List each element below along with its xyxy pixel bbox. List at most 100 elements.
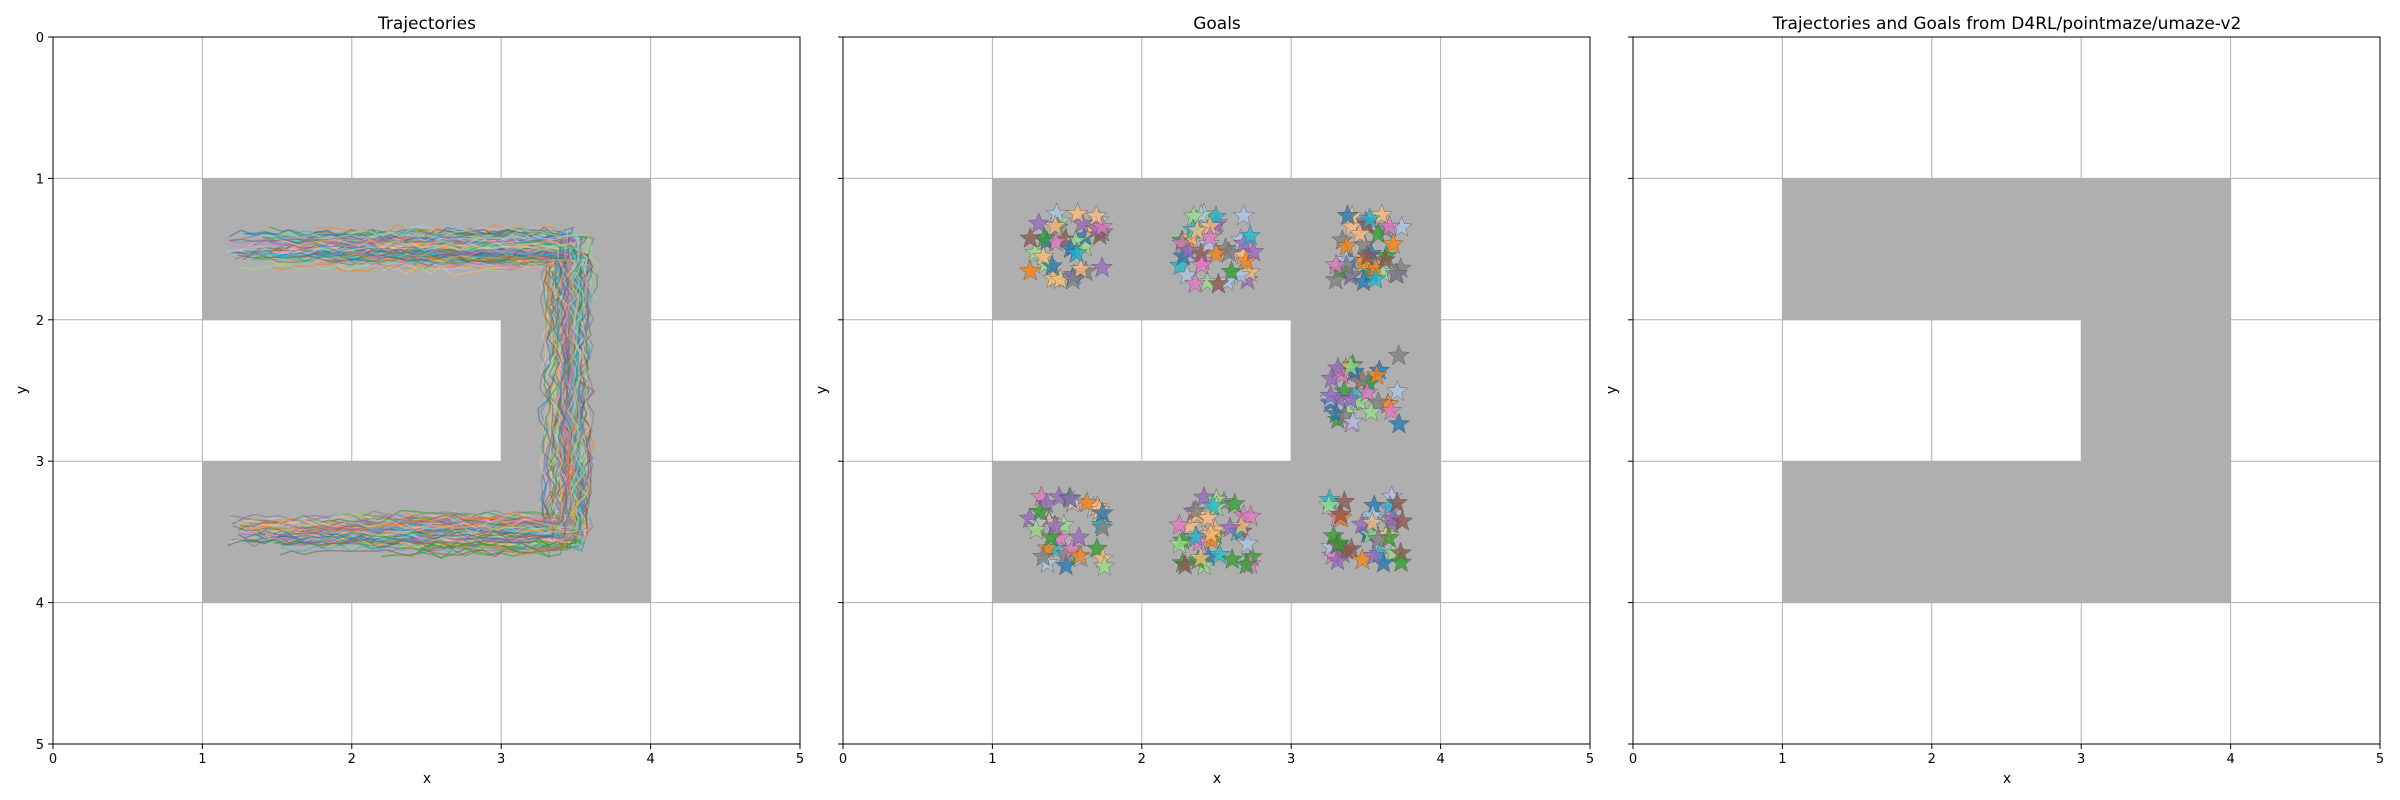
goal-cluster xyxy=(1018,485,1116,576)
goal-star-marker xyxy=(1025,518,1048,540)
x-tick-label: 1 xyxy=(988,752,996,767)
goal-star-marker xyxy=(1184,525,1207,547)
goal-star-marker xyxy=(1239,224,1262,246)
goal-star-marker xyxy=(1365,363,1388,385)
goal-star-marker xyxy=(1382,232,1405,254)
x-tick-label: 5 xyxy=(796,752,804,767)
panel-title: Trajectories xyxy=(377,14,476,34)
goal-star-marker xyxy=(1091,215,1114,237)
goal-star-marker xyxy=(1044,514,1067,536)
goal-star-marker xyxy=(1168,532,1191,554)
maze-map-panel: Trajectories and Goals from D4RL/pointma… xyxy=(1604,14,2384,787)
goal-star-marker xyxy=(1370,203,1393,225)
goal-star-marker xyxy=(1207,272,1230,294)
maze-cell xyxy=(1931,178,2082,321)
goal-star-marker xyxy=(1239,505,1262,526)
maze-cell xyxy=(2081,319,2232,462)
goal-star-marker xyxy=(1192,485,1215,507)
goal-star-marker xyxy=(1232,204,1255,226)
maze-cell xyxy=(2081,461,2232,604)
plot-frame xyxy=(842,36,1591,745)
goal-star-marker xyxy=(1208,543,1231,565)
goal-star-marker xyxy=(1176,239,1199,261)
goal-star-marker xyxy=(1032,545,1055,567)
goal-star-marker xyxy=(1086,537,1109,559)
goal-star-marker xyxy=(1336,204,1359,226)
maze-cell xyxy=(2081,178,2232,321)
y-tick-label: 1 xyxy=(36,172,44,187)
goal-star-marker xyxy=(1068,544,1091,566)
x-tick-label: 3 xyxy=(1287,752,1295,767)
x-tick-label: 0 xyxy=(839,752,847,767)
y-tick-label: 3 xyxy=(36,455,44,470)
x-tick-label: 1 xyxy=(198,752,206,767)
goal-star-marker xyxy=(1085,204,1108,226)
x-tick-label: 0 xyxy=(49,752,57,767)
plot-frame xyxy=(52,36,801,745)
x-tick-label: 5 xyxy=(2376,752,2384,767)
goal-star-marker xyxy=(1329,503,1352,525)
x-tick-label: 4 xyxy=(646,752,654,767)
x-tick-label: 1 xyxy=(1778,752,1786,767)
goal-star-marker xyxy=(1197,232,1220,254)
goal-star-marker xyxy=(1069,257,1092,279)
plot-frame xyxy=(1632,36,2381,745)
trajectory-line xyxy=(261,253,578,533)
goal-star-marker xyxy=(1335,234,1358,256)
panel-title: Trajectories and Goals from D4RL/pointma… xyxy=(1772,14,2242,34)
goal-star-marker xyxy=(1032,245,1055,267)
x-tick-label: 3 xyxy=(2077,752,2085,767)
goal-star-marker xyxy=(1219,516,1242,538)
maze-cell xyxy=(1931,461,2082,604)
goal-star-marker xyxy=(1185,499,1208,521)
goal-star-marker xyxy=(1199,522,1222,544)
goal-star-marker xyxy=(1326,549,1349,571)
goal-star-marker xyxy=(1186,219,1209,240)
goal-star-marker xyxy=(1348,222,1371,244)
goal-star-marker xyxy=(1386,491,1409,513)
y-tick-label: 0 xyxy=(36,31,44,46)
goal-cluster xyxy=(1169,202,1265,294)
goal-star-marker xyxy=(1196,506,1219,528)
goal-star-marker xyxy=(1067,526,1090,547)
x-axis-label: x xyxy=(1213,771,1221,787)
goal-star-marker xyxy=(1190,253,1213,275)
y-axis-label: y xyxy=(814,386,830,394)
goal-star-marker xyxy=(1328,532,1351,553)
y-tick-label: 2 xyxy=(36,314,44,329)
goal-cluster xyxy=(1168,485,1263,575)
goal-star-marker xyxy=(1317,493,1340,515)
goal-star-marker xyxy=(1364,267,1387,289)
panel-title: Goals xyxy=(1193,14,1241,34)
x-tick-label: 5 xyxy=(1586,752,1594,767)
goal-star-marker xyxy=(1221,548,1244,569)
goal-cluster xyxy=(1019,202,1114,290)
goal-star-marker xyxy=(1387,344,1410,366)
goal-star-marker xyxy=(1360,400,1383,422)
goal-star-marker xyxy=(1319,384,1342,406)
goal-star-marker xyxy=(1201,494,1224,516)
x-axis-label: x xyxy=(2003,771,2011,787)
goal-star-marker xyxy=(1091,501,1114,523)
goal-star-marker xyxy=(1235,249,1258,271)
goal-star-marker xyxy=(1019,226,1042,248)
goal-star-marker xyxy=(1391,509,1414,531)
maze-cell xyxy=(1782,178,1933,321)
goal-cluster xyxy=(1317,485,1414,573)
x-tick-label: 4 xyxy=(2226,752,2234,767)
goal-star-marker xyxy=(1217,241,1240,263)
trajectory-line xyxy=(268,252,562,281)
y-axis-label: y xyxy=(14,386,30,394)
goal-star-marker xyxy=(1040,525,1063,547)
trajectory-line xyxy=(351,231,584,534)
goal-star-marker xyxy=(1361,511,1384,533)
goal-star-marker xyxy=(1091,256,1114,278)
goal-star-marker xyxy=(1075,491,1098,513)
x-tick-label: 2 xyxy=(348,752,356,767)
maze-cell xyxy=(1782,461,1933,604)
y-tick-label: 5 xyxy=(36,738,44,753)
goal-star-marker xyxy=(1356,244,1379,266)
